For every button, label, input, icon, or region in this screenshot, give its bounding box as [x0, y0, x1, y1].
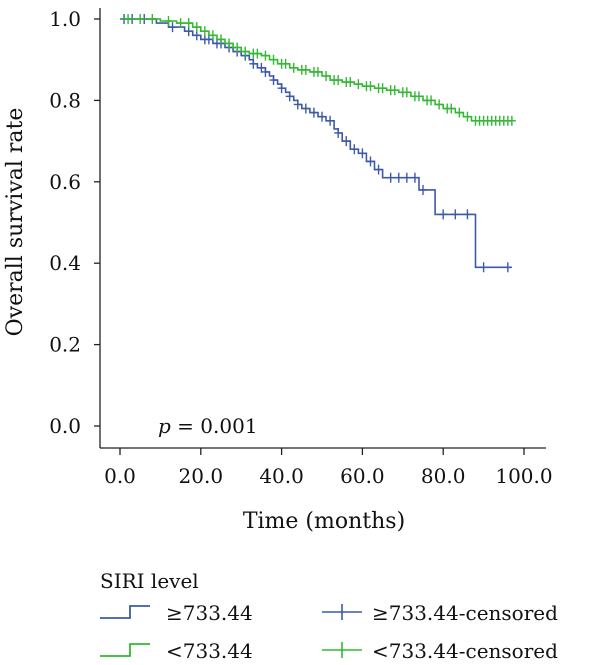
survival-step-line [120, 18, 512, 122]
legend-label: <733.44-censored [372, 639, 558, 663]
legend-step-symbol [100, 605, 150, 619]
legend-label: <733.44 [166, 639, 253, 663]
p-value-text: = 0.001 [171, 414, 258, 438]
y-tick-label: 0.4 [49, 251, 81, 275]
legend-entry: <733.44 [100, 639, 253, 663]
legend-label: ≥733.44-censored [372, 601, 558, 625]
plot-area [120, 14, 516, 273]
x-tick-label: 80.0 [421, 464, 466, 488]
p-value-annotation: p = 0.001 [158, 414, 258, 438]
legend-entry: ≥733.44-censored [322, 601, 558, 625]
legend-step-symbol [100, 643, 150, 657]
axes: 0.0 0.2 0.4 0.6 0.8 1.0 0.0 20.0 40.0 60.0 80.0 100… [49, 7, 552, 488]
survival-step-line [120, 18, 512, 269]
y-tick-label: 0.0 [49, 414, 81, 438]
y-tick-label: 0.2 [49, 333, 81, 357]
series-low-siri [120, 14, 516, 126]
x-tick-label: 100.0 [495, 464, 552, 488]
legend-entry: <733.44-censored [322, 639, 558, 663]
y-tick-label: 0.8 [49, 88, 81, 112]
y-tick-label: 1.0 [49, 7, 81, 31]
legend-title: SIRI level [100, 569, 199, 593]
legend-entry: ≥733.44 [100, 601, 253, 625]
x-tick-label: 60.0 [340, 464, 385, 488]
x-tick-label: 0.0 [104, 464, 136, 488]
y-axis-title: Overall survival rate [3, 108, 28, 337]
legend-label: ≥733.44 [166, 601, 253, 625]
x-tick-label: 20.0 [179, 464, 224, 488]
y-tick-label: 0.6 [49, 170, 81, 194]
x-tick-label: 40.0 [259, 464, 304, 488]
series-high-siri [120, 14, 512, 273]
x-axis-title: Time (months) [243, 509, 405, 534]
legend: ≥733.44 <733.44 ≥733.44-censored <733.44-ce… [100, 601, 558, 663]
p-symbol: p [158, 414, 171, 438]
